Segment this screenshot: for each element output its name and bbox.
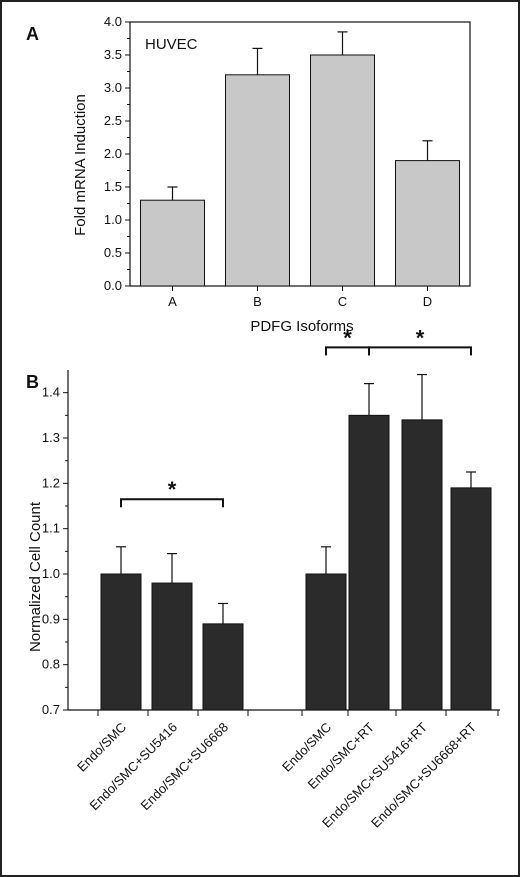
panel-a-title: HUVEC	[145, 36, 198, 53]
panel-b-ytick-label: 0.8	[42, 657, 60, 672]
panel-b-bar	[202, 623, 244, 711]
panel-a-ytick-label: 2.0	[104, 146, 122, 161]
panel-b-letter: B	[26, 372, 39, 392]
panel-b-category-label: Endo/SMC+SU6668	[137, 720, 231, 814]
panel-a-ylabel: Fold mRNA Induction	[72, 94, 89, 236]
panel-b-ytick-label: 1.2	[42, 475, 60, 490]
panel-b-bar	[305, 573, 347, 711]
panel-a-ytick-label: 3.5	[104, 47, 122, 62]
panel-a-chart: 0.0 0.5 1.0 1.5 2.0 2.5 3.0 3.5 4.0 A B C D	[104, 14, 471, 309]
panel-b-category-label: Endo/SMC	[74, 720, 129, 775]
panel-a-ytick-label: 1.5	[104, 179, 122, 194]
panel-a-category-label: D	[423, 294, 432, 309]
panel-b-bar	[348, 414, 390, 711]
panel-a-category-label: B	[253, 294, 262, 309]
panel-b-ytick-label: 1.0	[42, 566, 60, 581]
panel-b-ytick-label: 1.3	[42, 430, 60, 445]
panel-b-ytick-label: 0.7	[42, 702, 60, 717]
panel-a-ytick-label: 2.5	[104, 113, 122, 128]
panel-b-ytick-label: 1.4	[42, 385, 60, 400]
panel-a-letter: A	[26, 24, 39, 44]
panel-b-bar	[100, 573, 142, 711]
panel-a-category-label: A	[168, 294, 177, 309]
panel-b-chart: 0.7 0.8 0.9 1.0 1.1 1.2 1.3 1.4 Endo/SMCEndo/SMC…	[42, 325, 500, 831]
panel-b-bar	[450, 487, 492, 711]
panel-a-bar	[225, 74, 290, 287]
panel-b-significance-bracket	[368, 346, 472, 356]
panel-a-bar	[140, 199, 205, 287]
panel-a-bar	[310, 54, 375, 287]
panel-b-significance-bracket	[120, 498, 224, 508]
panel-b-significance-star: *	[168, 477, 177, 502]
panel-a-ytick-label: 4.0	[104, 14, 122, 29]
panel-b-bar	[401, 419, 443, 711]
panel-a-ytick-label: 0.5	[104, 245, 122, 260]
panel-b-category-label: Endo/SMC+SU5416	[86, 720, 180, 814]
panel-b-significance-star: *	[416, 325, 425, 350]
panel-b-significance-star: *	[343, 325, 352, 350]
panel-a-xlabel: PDFG Isoforms	[250, 318, 353, 335]
panel-b-bar	[151, 582, 193, 711]
panel-a-ytick-label: 0.0	[104, 278, 122, 293]
panel-b-ylabel: Normalized Cell Count	[27, 501, 44, 652]
panel-a-ytick-label: 3.0	[104, 80, 122, 95]
panel-b-ytick-label: 1.1	[42, 521, 60, 536]
panel-b-ytick-label: 0.9	[42, 611, 60, 626]
panel-a-ytick-label: 1.0	[104, 212, 122, 227]
panel-a-bar	[395, 160, 460, 287]
panel-a-category-label: C	[338, 294, 347, 309]
